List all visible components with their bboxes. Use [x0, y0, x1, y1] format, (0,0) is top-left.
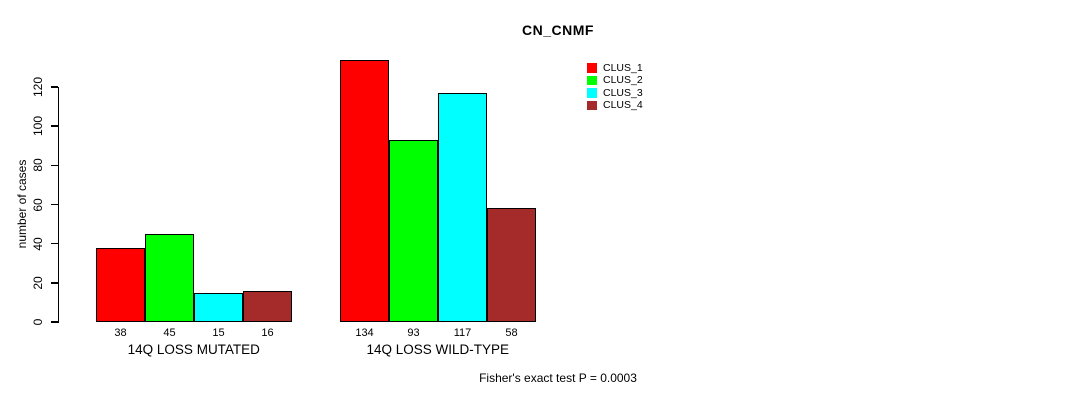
y-tick — [51, 203, 58, 206]
group-label: 14Q LOSS MUTATED — [127, 342, 260, 357]
y-tick-label: 60 — [31, 197, 45, 212]
bar-value-label: 117 — [453, 327, 472, 339]
y-tick-label: 40 — [31, 236, 45, 251]
bar-clus_1-2 — [340, 59, 389, 322]
bar-clus_4-1 — [243, 290, 292, 322]
legend-swatch-icon — [587, 75, 597, 86]
bar-clus_1-1 — [96, 247, 145, 322]
y-tick — [51, 242, 58, 245]
chart-title: CN_CNMF — [522, 22, 594, 38]
bar-value-label: 134 — [355, 327, 374, 339]
legend-item: CLUS_3 — [587, 87, 643, 99]
bar-value-label: 58 — [505, 327, 518, 339]
legend-item: CLUS_1 — [587, 62, 643, 74]
bar-value-label: 45 — [163, 327, 176, 339]
legend-label: CLUS_3 — [603, 86, 643, 99]
y-tick-label: 120 — [31, 76, 45, 98]
bar-clus_4-2 — [487, 208, 536, 322]
bar-value-label: 16 — [261, 327, 274, 339]
legend-swatch-icon — [587, 100, 597, 111]
bar-value-label: 15 — [212, 327, 225, 339]
y-tick — [51, 282, 58, 284]
y-tick — [51, 164, 58, 167]
fisher-test-annotation: Fisher's exact test P = 0.0003 — [479, 371, 637, 385]
legend-item: CLUS_4 — [587, 99, 643, 111]
group-label: 14Q LOSS WILD-TYPE — [366, 342, 510, 357]
y-tick — [51, 321, 58, 323]
y-tick — [51, 86, 58, 88]
y-axis-label: number of cases — [15, 159, 29, 249]
legend-label: CLUS_4 — [603, 99, 643, 112]
y-tick — [51, 125, 58, 127]
y-tick-label: 20 — [31, 276, 45, 290]
y-tick-label: 0 — [31, 318, 45, 326]
legend-item: CLUS_2 — [587, 74, 643, 86]
legend-label: CLUS_1 — [603, 61, 643, 74]
bar-clus_2-2 — [389, 139, 438, 322]
legend: CLUS_1 CLUS_2 CLUS_3 CLUS_4 — [587, 62, 643, 112]
bar-clus_3-1 — [194, 292, 243, 322]
legend-swatch-icon — [587, 88, 597, 98]
legend-label: CLUS_2 — [603, 74, 643, 87]
bar-clus_2-1 — [145, 233, 194, 322]
bar-value-label: 93 — [407, 327, 420, 339]
y-axis-line — [58, 87, 60, 323]
y-tick-label: 100 — [31, 116, 45, 137]
bar-clus_3-2 — [438, 92, 487, 322]
y-tick-label: 80 — [31, 158, 45, 173]
bar-value-label: 38 — [114, 327, 127, 339]
legend-swatch-icon — [587, 63, 597, 73]
